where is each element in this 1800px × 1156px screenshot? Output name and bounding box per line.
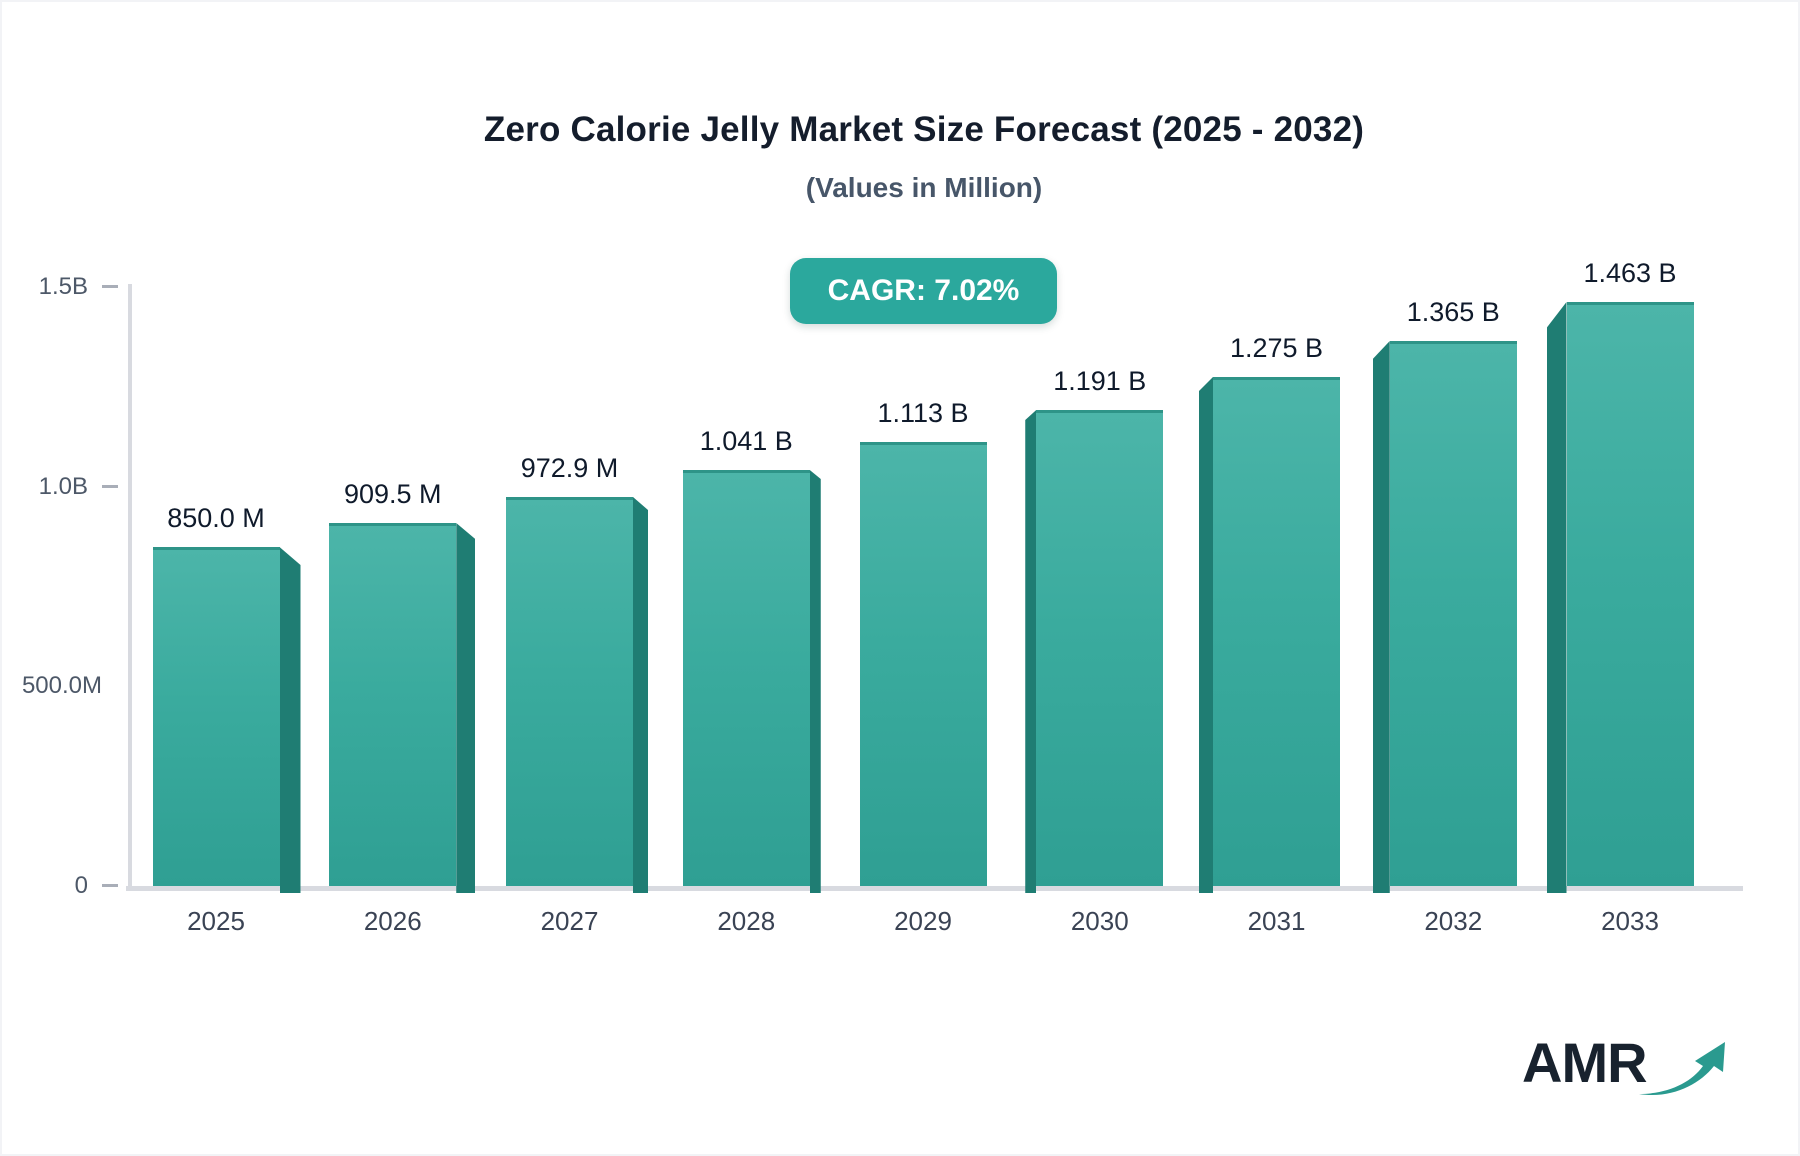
y-axis-tick	[102, 884, 118, 887]
bar-value-label: 909.5 M	[343, 479, 442, 509]
x-axis-label: 2026	[363, 906, 422, 936]
bar-3d-side	[1199, 377, 1213, 893]
bar-3d-side	[1025, 410, 1037, 893]
x-axis-label: 2028	[717, 906, 776, 936]
bar-3d-side	[1372, 341, 1390, 893]
bar-value-label: 1.113 B	[877, 398, 969, 428]
x-axis-label: 2032	[1424, 906, 1483, 936]
bar-value-label: 1.365 B	[1406, 297, 1500, 327]
y-axis-label: 0	[74, 872, 88, 899]
bar[interactable]	[329, 523, 457, 886]
x-axis-label: 2025	[187, 906, 245, 936]
bar-value-label: 1.463 B	[1583, 258, 1677, 288]
bar[interactable]	[152, 547, 280, 886]
cagr-badge: CAGR: 7.02%	[790, 258, 1057, 324]
y-axis-line	[128, 284, 132, 891]
bar-value-label: 1.191 B	[1053, 366, 1147, 396]
bar-value-label: 850.0 M	[167, 503, 265, 533]
growth-arrow-icon	[1638, 1042, 1725, 1096]
bar[interactable]	[1213, 377, 1340, 886]
chart-title: Zero Calorie Jelly Market Size Forecast …	[483, 110, 1365, 149]
y-axis-tick	[102, 485, 118, 488]
x-axis-label: 2030	[1070, 906, 1129, 936]
bar[interactable]	[1036, 410, 1164, 886]
logo: AMR	[1522, 1032, 1732, 1100]
y-axis-label: 1.0B	[38, 473, 88, 500]
x-axis-label: 2029	[894, 906, 952, 936]
x-axis-label: 2033	[1601, 906, 1659, 936]
bar-3d-side	[1546, 302, 1567, 893]
bar[interactable]	[1566, 302, 1694, 886]
bar-3d-side	[633, 497, 648, 893]
bar-3d-side	[456, 523, 476, 893]
y-axis-label: 500.0M	[21, 672, 102, 699]
chart-subtitle: (Values in Million)	[805, 172, 1043, 203]
x-axis-label: 2027	[540, 906, 599, 936]
y-axis-label: 1.5B	[38, 273, 88, 300]
y-axis-tick	[102, 285, 118, 288]
bar-value-label: 972.9 M	[520, 453, 619, 483]
bar-3d-side	[809, 470, 821, 893]
bar[interactable]	[682, 470, 810, 886]
x-axis-label: 2031	[1247, 906, 1306, 936]
bar[interactable]	[506, 497, 633, 886]
x-axis-line	[126, 886, 1743, 891]
bar[interactable]	[859, 442, 987, 886]
bar-3d-side	[279, 547, 301, 893]
logo-text: AMR	[1522, 1031, 1648, 1094]
bar-value-label: 1.275 B	[1229, 333, 1324, 363]
bar-value-label: 1.041 B	[699, 426, 793, 456]
bar[interactable]	[1389, 341, 1517, 886]
